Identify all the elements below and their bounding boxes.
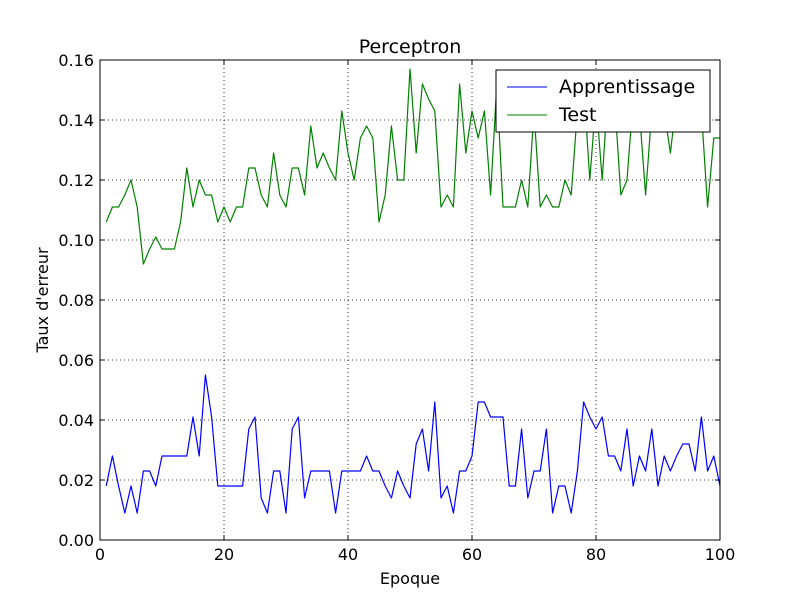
y-tick-label: 0.16 (58, 51, 94, 70)
x-tick-label: 40 (338, 545, 358, 564)
legend: Apprentissage Test (495, 69, 711, 133)
y-axis-label: Taux d'erreur (33, 247, 52, 354)
y-tick-label: 0.14 (58, 111, 94, 130)
legend-label-test: Test (558, 104, 596, 126)
plot-lines (105, 68, 721, 514)
x-axis-label: Epoque (380, 569, 440, 588)
axis-ticks: 0 20 40 60 80 100 0.00 0.02 0.04 0.06 0.08 0.10 0.12… (58, 51, 735, 564)
y-tick-label: 0.04 (58, 411, 94, 430)
x-tick-label: 20 (214, 545, 234, 564)
legend-box (495, 69, 711, 133)
x-tick-label: 60 (462, 545, 482, 564)
y-tick-label: 0.12 (58, 171, 94, 190)
chart-title: Perceptron (359, 36, 462, 58)
x-tick-label: 80 (586, 545, 606, 564)
legend-label-apprentissage: Apprentissage (559, 76, 695, 98)
series-line-test (105, 68, 720, 265)
y-tick-label: 0.08 (58, 291, 94, 310)
y-tick-label: 0.10 (58, 231, 94, 250)
y-tick-label: 0.02 (58, 471, 94, 490)
y-tick-label: 0.00 (58, 531, 94, 550)
series-line-apprentissage (105, 374, 721, 514)
y-tick-label: 0.06 (58, 351, 94, 370)
x-tick-label: 100 (705, 545, 736, 564)
x-tick-label: 0 (95, 545, 105, 564)
